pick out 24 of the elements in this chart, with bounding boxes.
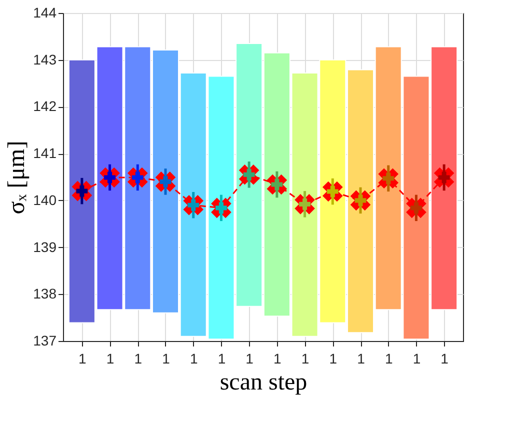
x-tick-label: 1 — [357, 350, 366, 366]
x-tick-label: 1 — [274, 350, 282, 366]
x-tick-label: 1 — [440, 350, 449, 366]
y-tick-label: 138 — [33, 286, 57, 302]
y-tick-label: 139 — [33, 238, 57, 255]
x-tick-label: 1 — [78, 350, 87, 366]
y-tick-label: 141 — [33, 145, 57, 162]
x-tick-label: 1 — [301, 350, 310, 366]
x-tick-label: 1 — [190, 350, 198, 366]
x-tick-label: 1 — [134, 350, 142, 366]
y-tick-label: 144 — [33, 4, 57, 20]
x-tick-label: 1 — [162, 350, 170, 366]
x-tick-label: 1 — [412, 350, 421, 366]
x-tick-label: 1 — [384, 350, 393, 366]
y-tick-label: 137 — [33, 332, 57, 348]
y-tick-label: 140 — [33, 192, 57, 208]
x-tick-label: 1 — [106, 350, 114, 366]
x-tick-label: 1 — [218, 350, 226, 366]
y-tick-label: 142 — [33, 98, 57, 114]
x-tick-label: 1 — [329, 350, 338, 366]
y-axis-title: σₓ [μm] — [4, 140, 30, 214]
x-axis-title: scan step — [220, 370, 308, 396]
x-tick-label: 1 — [246, 350, 254, 366]
y-tick-label: 143 — [33, 51, 57, 68]
